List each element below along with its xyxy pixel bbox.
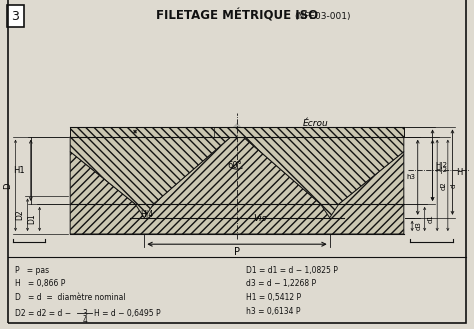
Text: 4: 4 — [82, 316, 87, 325]
Text: d3 = d − 1,2268 P: d3 = d − 1,2268 P — [246, 279, 316, 289]
Text: D2 = d2 = d −: D2 = d2 = d − — [15, 309, 71, 317]
Text: D1 = d1 = d − 1,0825 P: D1 = d1 = d − 1,0825 P — [246, 266, 338, 274]
Text: P: P — [234, 246, 240, 257]
Text: 3: 3 — [11, 10, 19, 23]
Text: H|2: H|2 — [436, 167, 448, 174]
Text: P   = pas: P = pas — [15, 266, 49, 274]
Text: Vis: Vis — [254, 214, 267, 223]
Text: H1 = 0,5412 P: H1 = 0,5412 P — [246, 293, 301, 302]
Text: d1: d1 — [428, 215, 434, 223]
Polygon shape — [70, 137, 231, 218]
Text: H = d − 0,6495 P: H = d − 0,6495 P — [94, 309, 161, 317]
Text: 3: 3 — [82, 309, 87, 317]
Text: FILETAGE MÉTRIQUE ISO: FILETAGE MÉTRIQUE ISO — [156, 10, 318, 23]
Text: d: d — [451, 183, 457, 188]
Text: H|4: H|4 — [140, 210, 153, 218]
Polygon shape — [70, 127, 404, 137]
Polygon shape — [330, 142, 404, 218]
Polygon shape — [144, 123, 330, 218]
Polygon shape — [70, 142, 144, 218]
Text: d3: d3 — [415, 221, 421, 230]
Text: H: H — [456, 168, 462, 177]
Text: Écrou: Écrou — [303, 119, 328, 128]
Text: 60°: 60° — [228, 161, 242, 170]
Polygon shape — [243, 137, 404, 218]
Text: D1: D1 — [27, 214, 36, 224]
Text: H   = 0,866 P: H = 0,866 P — [15, 279, 65, 289]
Text: h3: h3 — [406, 174, 415, 180]
Text: D: D — [3, 182, 12, 189]
Text: H1: H1 — [14, 166, 25, 175]
Text: H|2: H|2 — [436, 162, 448, 169]
Text: h3 = 0,6134 P: h3 = 0,6134 P — [246, 307, 301, 316]
Text: (NFE03-001): (NFE03-001) — [294, 12, 351, 21]
Text: D   = d  =  diamètre nominal: D = d = diamètre nominal — [15, 293, 125, 302]
Text: d2: d2 — [440, 181, 447, 190]
Polygon shape — [70, 137, 404, 234]
Text: H|8: H|8 — [138, 128, 150, 135]
Text: D2: D2 — [15, 210, 24, 220]
